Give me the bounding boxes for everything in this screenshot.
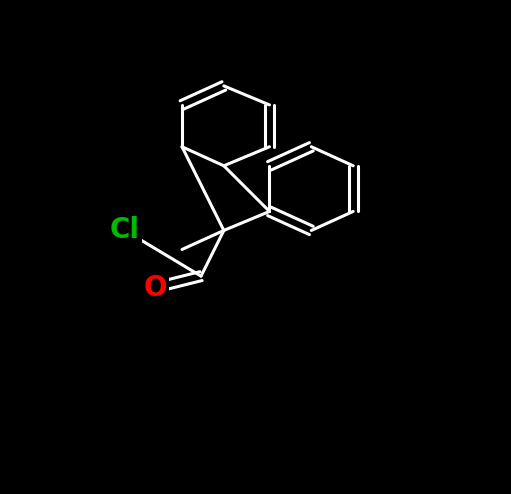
Text: Cl: Cl [110, 216, 140, 245]
Text: O: O [144, 274, 167, 301]
